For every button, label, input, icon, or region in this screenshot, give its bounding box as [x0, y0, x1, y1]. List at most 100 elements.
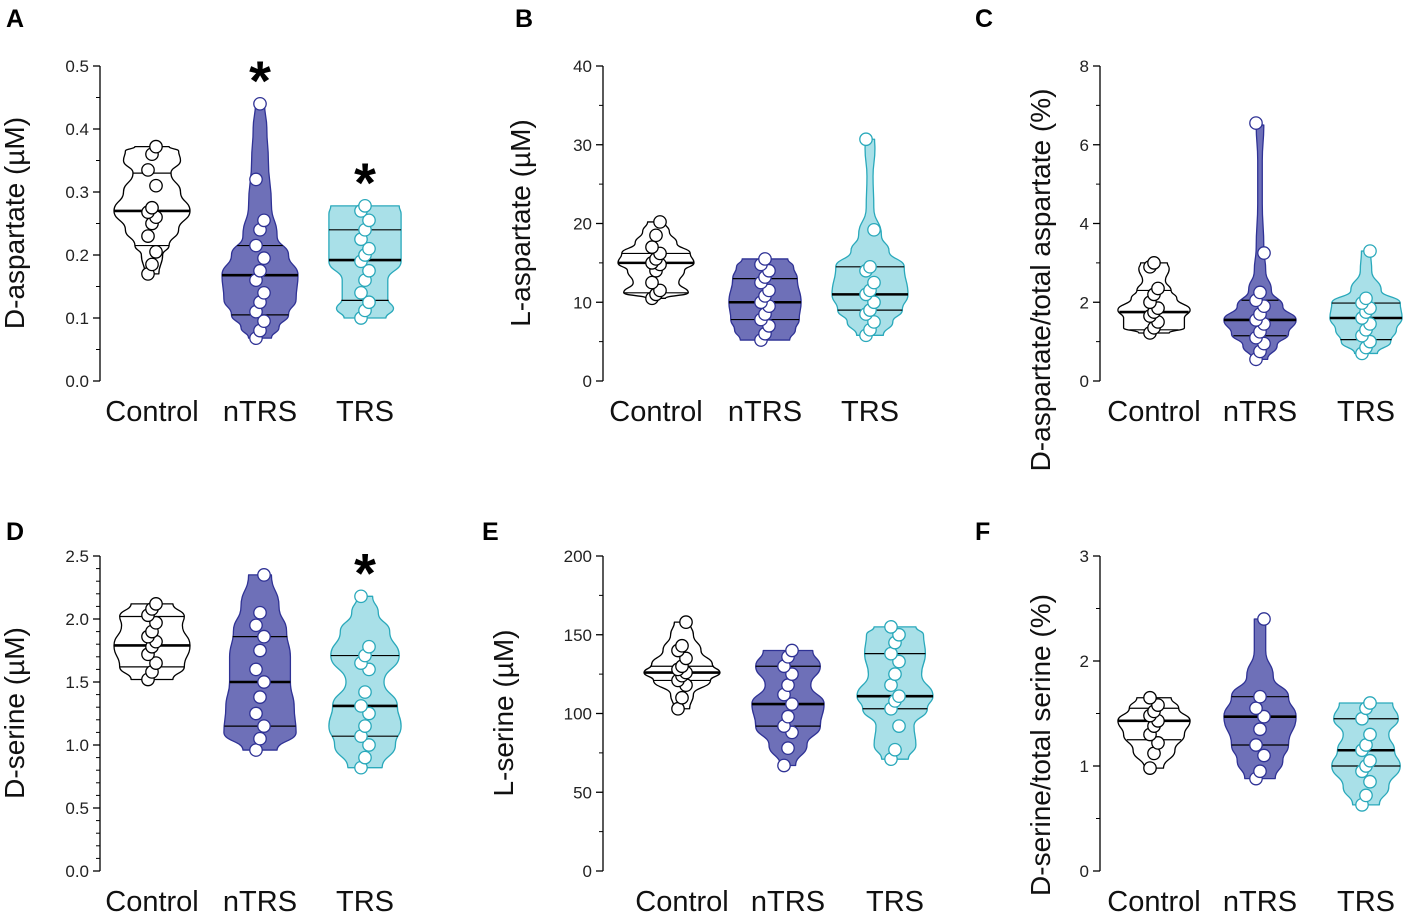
- data-point: [859, 132, 873, 147]
- significance-star: *: [354, 151, 376, 214]
- y-tick-label: 0.5: [65, 57, 89, 76]
- data-point: [253, 643, 267, 658]
- data-point: [758, 252, 772, 266]
- panel-letter: F: [975, 518, 990, 546]
- data-point: [149, 597, 163, 611]
- data-point: [867, 275, 881, 290]
- data-point: [679, 615, 693, 630]
- data-point: [1143, 761, 1157, 775]
- data-point: [888, 667, 902, 681]
- violin-control: [113, 597, 191, 687]
- data-point: [781, 709, 795, 724]
- y-tick-label: 2: [1080, 293, 1089, 312]
- panel-A: A 0.0 0.1 0.2 0.3 0.4 0.5 D-aspartate (µM) Contr…: [0, 5, 402, 428]
- data-point: [249, 743, 263, 757]
- y-tick-label: 200: [564, 547, 592, 566]
- significance-star: *: [249, 49, 271, 112]
- data-point: [1253, 722, 1267, 737]
- y-tick-label: 2.5: [65, 547, 89, 566]
- data-point: [253, 605, 267, 620]
- data-point: [1249, 116, 1263, 130]
- panel-letter: D: [6, 518, 24, 546]
- y-tick-label: 0: [583, 372, 592, 391]
- data-point: [675, 690, 689, 705]
- y-tick-label: 0.3: [65, 183, 89, 202]
- data-point: [145, 257, 159, 272]
- y-tick-label: 0.2: [65, 246, 89, 265]
- data-point: [1359, 788, 1373, 803]
- y-axis-label: D-aspartate (µM): [0, 117, 30, 329]
- data-point: [888, 742, 902, 757]
- data-point: [257, 213, 271, 228]
- panel-C: C 0 2 4 6 8 D-aspartate/total aspartate (%) Con…: [975, 5, 1403, 471]
- y-tick-label: 30: [573, 136, 592, 155]
- data-point: [141, 229, 155, 243]
- data-point: [1253, 764, 1267, 779]
- panel-letter: E: [482, 518, 499, 546]
- data-point: [645, 275, 659, 290]
- data-point: [1363, 774, 1377, 789]
- data-point: [253, 96, 267, 111]
- data-point: [354, 285, 368, 300]
- violin-ntrs: [1223, 612, 1297, 786]
- y-axis-label: L-serine (µM): [488, 629, 519, 796]
- x-category-label: TRS: [841, 396, 899, 428]
- violin-control: [1117, 256, 1191, 340]
- panel-B: B 0 10 20 30 40 L-aspartate (µM) Control nTRS TRS: [505, 5, 909, 428]
- data-point: [141, 163, 155, 177]
- x-category-label: Control: [105, 886, 199, 916]
- data-point: [1151, 281, 1165, 296]
- data-point: [653, 215, 667, 229]
- x-category-label: TRS: [866, 886, 924, 916]
- y-tick-label: 0.5: [65, 799, 89, 818]
- x-category-label: nTRS: [223, 886, 297, 916]
- violin-ntrs: *: [221, 49, 299, 346]
- data-point: [1257, 748, 1271, 763]
- violin-ntrs: [1223, 116, 1297, 367]
- data-point: [785, 643, 799, 658]
- data-point: [253, 263, 267, 278]
- x-category-label: TRS: [336, 886, 394, 916]
- panel-letter: A: [6, 5, 24, 33]
- y-tick-label: 0.0: [65, 372, 89, 391]
- y-axis-label: D-serine (µM): [0, 627, 30, 799]
- data-point: [1147, 256, 1161, 270]
- y-tick-label: 8: [1080, 57, 1089, 76]
- y-tick-label: 3: [1080, 547, 1089, 566]
- x-category-label: nTRS: [223, 396, 297, 428]
- violin-ntrs: [223, 568, 297, 757]
- x-category-label: nTRS: [728, 396, 802, 428]
- x-category-label: TRS: [1337, 886, 1395, 916]
- data-point: [249, 618, 263, 633]
- violin-trs: [1329, 244, 1403, 361]
- data-point: [362, 738, 376, 752]
- y-tick-label: 1.5: [65, 673, 89, 692]
- violin-control: [643, 615, 721, 716]
- data-point: [362, 295, 376, 310]
- x-category-label: TRS: [336, 396, 394, 428]
- data-point: [1151, 736, 1165, 750]
- data-point: [358, 199, 372, 213]
- data-point: [249, 706, 263, 721]
- x-category-label: TRS: [1337, 396, 1395, 428]
- data-point: [358, 750, 372, 765]
- x-category-label: Control: [609, 396, 703, 428]
- data-point: [362, 263, 376, 278]
- y-tick-label: 40: [573, 57, 592, 76]
- panel-letter: B: [515, 5, 533, 33]
- y-tick-label: 150: [564, 626, 592, 645]
- data-point: [362, 639, 376, 654]
- y-axis-label: L-aspartate (µM): [505, 119, 536, 327]
- data-point: [253, 690, 267, 704]
- violin-ntrs: [728, 252, 802, 347]
- y-tick-label: 20: [573, 215, 592, 234]
- y-tick-label: 0: [583, 862, 592, 881]
- data-point: [149, 178, 163, 193]
- y-tick-label: 1: [1080, 757, 1089, 776]
- y-tick-label: 4: [1080, 215, 1089, 234]
- violin-trs: [1331, 696, 1401, 812]
- x-category-label: Control: [1107, 886, 1201, 916]
- violin-trs: [831, 132, 909, 343]
- data-point: [145, 200, 159, 215]
- data-point: [257, 629, 271, 644]
